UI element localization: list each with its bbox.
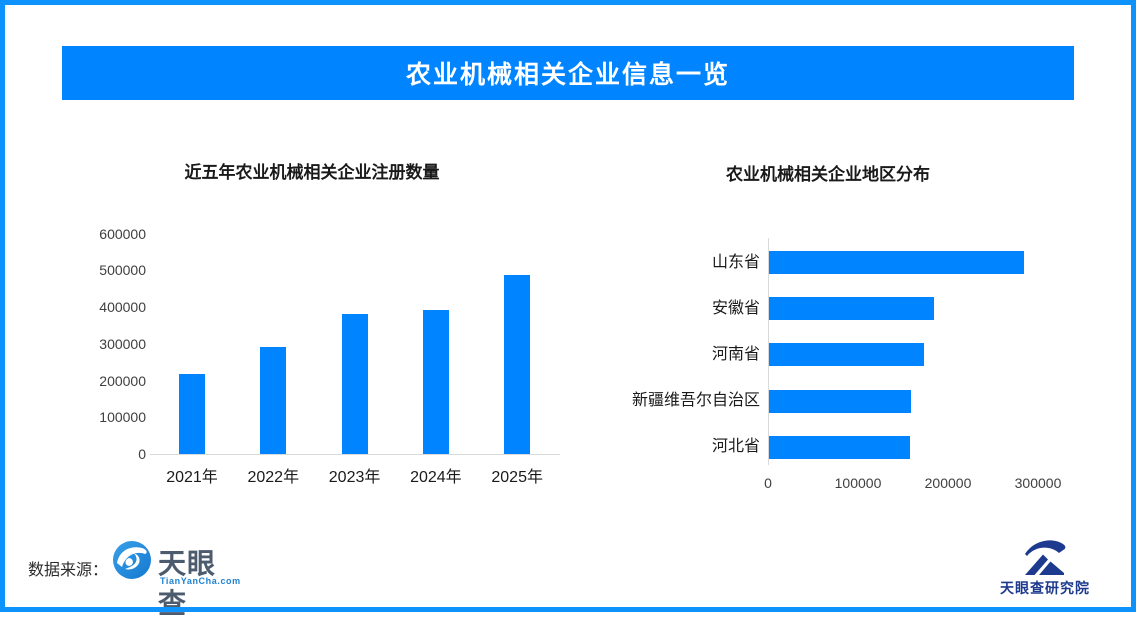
y-axis-tick-label: 400000 [99,299,146,315]
bar-山东省 [769,251,1024,274]
x-axis-category-label: 2022年 [247,469,300,486]
y-axis-tick-label: 200000 [99,372,146,389]
title-banner: 农业机械相关企业信息一览 [62,46,1074,100]
y-axis-tick-label: 0 [138,446,146,462]
y-axis-category-label: 河北省 [711,438,760,456]
x-axis-tick-label: 100000 [834,475,882,491]
y-axis-tick-label: 300000 [99,335,146,352]
bar-新疆维吾尔自治区 [769,389,912,413]
x-axis-tick-label: 0 [764,475,772,491]
y-axis-category-label: 河南省 [711,345,760,363]
bar-2025年 [504,274,531,454]
y-axis-category-label: 新疆维吾尔自治区 [631,392,760,410]
research-institute-logo: 天眼查研究院 [995,538,1095,598]
y-axis-tick-label: 600000 [99,225,146,242]
y-axis-line [768,238,769,465]
tianyancha-logo: 天眼查 TianYanCha.com [112,540,242,619]
registration-chart-title: 近五年农业机械相关企业注册数量 [184,163,440,182]
x-axis-tick-label: 300000 [1014,475,1062,491]
region-chart-title: 农业机械相关企业地区分布 [726,165,930,184]
page-title: 农业机械相关企业信息一览 [405,61,730,89]
y-axis-category-label: 安徽省 [711,299,760,317]
bar-河南省 [769,343,924,367]
x-axis-tick-label: 200000 [924,475,972,491]
x-axis-category-label: 2021年 [166,469,218,486]
bar-2021年 [179,373,205,454]
x-axis-category-label: 2024年 [410,469,462,486]
tianyancha-logo-text: 天眼查 [158,548,217,619]
bar-河北省 [769,435,911,459]
x-axis-line [150,454,560,455]
y-axis-tick-label: 500000 [99,262,146,279]
bar-安徽省 [769,297,934,321]
research-institute-icon [1025,540,1066,575]
bar-2022年 [260,347,287,454]
data-source-label: 数据来源： [28,562,109,579]
x-axis-category-label: 2025年 [491,469,543,486]
bar-2023年 [341,314,368,454]
x-axis-category-label: 2023年 [328,469,381,486]
region-bar-chart: 农业机械相关企业地区分布 山东省安徽省河南省新疆维吾尔自治区河北省 0 100000… [600,140,1130,520]
tianyancha-eye-icon [113,541,151,579]
y-axis-category-label: 山东省 [711,253,760,271]
bar-2024年 [422,310,449,454]
registration-bar-chart: 近五年农业机械相关企业注册数量 0 100000 200000 300000 40000… [62,140,592,515]
tianyancha-logo-url-text: TianYanCha.com [160,576,241,586]
y-axis-tick-label: 100000 [99,409,146,426]
research-institute-label: 天眼查研究院 [1000,580,1090,596]
